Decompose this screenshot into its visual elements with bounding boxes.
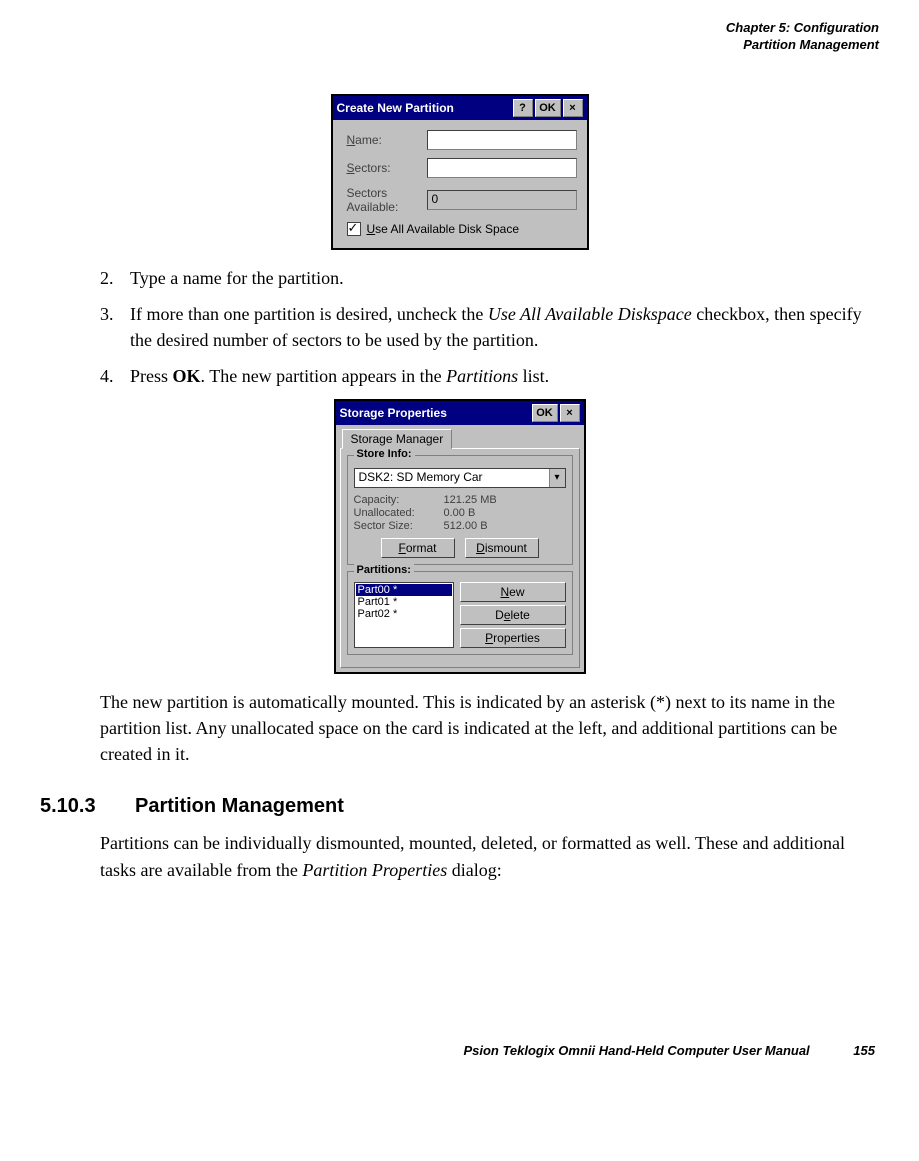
ok-button[interactable]: OK bbox=[535, 99, 561, 117]
dialog2-title: Storage Properties bbox=[340, 406, 530, 420]
dialog-create-new-partition: Create New Partition ? OK × Name: Sector… bbox=[331, 94, 589, 250]
paragraph: The new partition is automatically mount… bbox=[100, 689, 879, 767]
use-all-space-checkbox[interactable] bbox=[347, 222, 361, 236]
help-button[interactable]: ? bbox=[513, 99, 533, 117]
figure-create-partition: Create New Partition ? OK × Name: Sector… bbox=[40, 94, 879, 250]
group-title: Store Info: bbox=[354, 448, 415, 460]
tab-storage-manager[interactable]: Storage Manager bbox=[342, 429, 453, 449]
store-select[interactable]: DSK2: SD Memory Car ▾ bbox=[354, 468, 566, 488]
step-number: 2. bbox=[100, 265, 130, 291]
dialog-storage-properties: Storage Properties OK × Storage Manager … bbox=[334, 399, 586, 674]
new-button[interactable]: New bbox=[460, 582, 566, 602]
footer-page: 155 bbox=[853, 1043, 875, 1058]
sector-size-value: 512.00 B bbox=[444, 520, 488, 532]
dialog2-titlebar: Storage Properties OK × bbox=[336, 401, 584, 425]
step-number: 3. bbox=[100, 301, 130, 353]
properties-button[interactable]: Properties bbox=[460, 628, 566, 648]
dialog1-titlebar: Create New Partition ? OK × bbox=[333, 96, 587, 120]
group-title: Partitions: bbox=[354, 564, 414, 576]
step-text: Type a name for the partition. bbox=[130, 265, 344, 291]
sectors-available-value: 0 bbox=[427, 190, 577, 210]
group-partitions: Partitions: Part00 * Part01 * Part02 * N… bbox=[347, 571, 573, 655]
delete-button[interactable]: Delete bbox=[460, 605, 566, 625]
paragraph: Partitions can be individually dismounte… bbox=[100, 830, 879, 882]
unallocated-label: Unallocated: bbox=[354, 507, 444, 519]
list-item[interactable]: Part00 * bbox=[356, 584, 452, 596]
chevron-down-icon[interactable]: ▾ bbox=[549, 469, 565, 487]
header-chapter: Chapter 5: Configuration bbox=[40, 20, 879, 37]
step-number: 4. bbox=[100, 363, 130, 389]
dialog1-title: Create New Partition bbox=[337, 101, 511, 115]
partitions-list[interactable]: Part00 * Part01 * Part02 * bbox=[354, 582, 454, 648]
section-title: Partition Management bbox=[135, 795, 344, 818]
step-text: Press OK. The new partition appears in t… bbox=[130, 363, 549, 389]
format-button[interactable]: Format bbox=[381, 538, 455, 558]
step-text: If more than one partition is desired, u… bbox=[130, 301, 879, 353]
list-item[interactable]: Part01 * bbox=[356, 596, 452, 608]
section-number: 5.10.3 bbox=[40, 795, 135, 818]
sectors-available-label: SectorsAvailable: bbox=[347, 186, 427, 214]
footer-book: Psion Teklogix Omnii Hand-Held Computer … bbox=[463, 1043, 809, 1058]
sector-size-label: Sector Size: bbox=[354, 520, 444, 532]
capacity-value: 121.25 MB bbox=[444, 494, 497, 506]
header-section: Partition Management bbox=[40, 37, 879, 54]
page-header: Chapter 5: Configuration Partition Manag… bbox=[40, 20, 879, 54]
group-store-info: Store Info: DSK2: SD Memory Car ▾ Capaci… bbox=[347, 455, 573, 565]
sectors-input[interactable] bbox=[427, 158, 577, 178]
section-heading: 5.10.3 Partition Management bbox=[40, 795, 879, 818]
list-item[interactable]: Part02 * bbox=[356, 608, 452, 620]
page-footer: Psion Teklogix Omnii Hand-Held Computer … bbox=[40, 1043, 879, 1058]
sectors-label: Sectors: bbox=[347, 161, 427, 175]
dismount-button[interactable]: Dismount bbox=[465, 538, 539, 558]
unallocated-value: 0.00 B bbox=[444, 507, 476, 519]
store-select-value: DSK2: SD Memory Car bbox=[355, 469, 549, 487]
ok-button[interactable]: OK bbox=[532, 404, 558, 422]
close-icon[interactable]: × bbox=[560, 404, 580, 422]
close-icon[interactable]: × bbox=[563, 99, 583, 117]
capacity-label: Capacity: bbox=[354, 494, 444, 506]
figure-storage-properties: Storage Properties OK × Storage Manager … bbox=[40, 399, 879, 674]
name-label: Name: bbox=[347, 133, 427, 147]
use-all-space-label: Use All Available Disk Space bbox=[367, 222, 520, 236]
name-input[interactable] bbox=[427, 130, 577, 150]
